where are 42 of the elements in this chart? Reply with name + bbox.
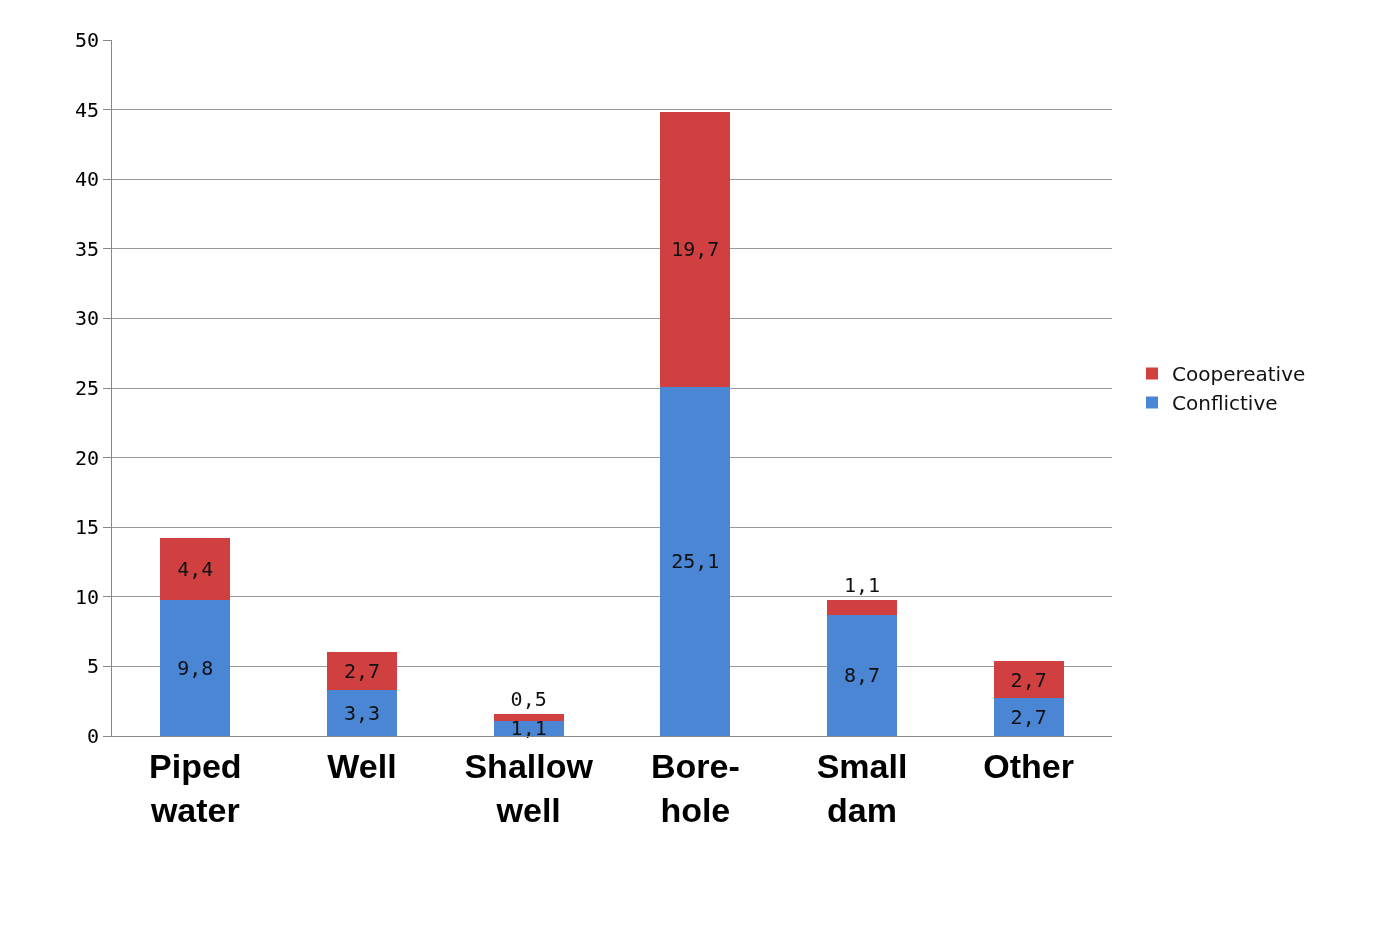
legend-label: Conflictive <box>1172 391 1278 416</box>
bar <box>160 599 231 736</box>
y-tick-label: 35 <box>74 236 99 261</box>
data-label: 3,3 <box>343 701 381 726</box>
bar <box>660 386 731 736</box>
x-tick-label: Well <box>327 746 397 785</box>
bar <box>327 652 397 691</box>
y-tick-label: 15 <box>74 515 99 540</box>
data-label: 8,7 <box>843 663 881 688</box>
x-tick-label: Other <box>983 746 1075 785</box>
bar <box>993 698 1064 736</box>
bar <box>660 112 731 387</box>
y-tick-label: 20 <box>74 445 99 470</box>
data-label: 4,4 <box>177 556 214 581</box>
y-tick-label: 5 <box>86 654 99 679</box>
bar <box>993 660 1064 699</box>
legend-label: Coopereative <box>1172 362 1306 387</box>
data-label: 25,1 <box>671 549 720 574</box>
bar <box>493 713 564 721</box>
y-tick-label: 0 <box>86 724 99 748</box>
data-label: 0,5 <box>510 686 547 711</box>
y-tick-label: 50 <box>74 28 99 52</box>
y-tick-label: 10 <box>74 584 99 609</box>
x-tick-label: Bore-hole <box>650 746 740 829</box>
y-tick-label: 25 <box>74 376 99 400</box>
data-label: 2,7 <box>343 659 381 684</box>
x-tick-label: Shallow well <box>464 746 594 829</box>
x-tick-label: Piped water <box>149 746 242 829</box>
data-label: 19,7 <box>671 237 720 262</box>
data-label: 2,7 <box>1010 667 1047 692</box>
data-label: 1,1 <box>510 716 547 741</box>
y-tick-label: 45 <box>74 97 99 122</box>
y-tick-label: 30 <box>74 306 99 331</box>
bar <box>327 690 397 736</box>
y-tick-label: 40 <box>74 167 99 192</box>
bar <box>827 614 897 736</box>
bar <box>827 599 897 615</box>
data-label: 2,7 <box>1010 705 1047 730</box>
data-label: 9,8 <box>177 655 214 680</box>
x-tick-label: Small dam <box>816 746 908 829</box>
data-label: 1,1 <box>843 572 881 597</box>
bar <box>160 538 231 600</box>
